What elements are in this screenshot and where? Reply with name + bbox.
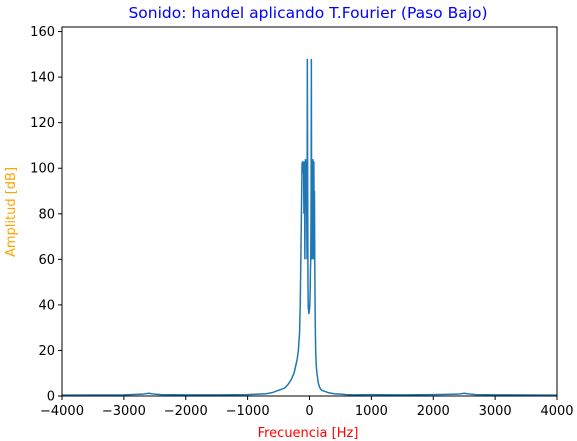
y-tick-label: 160 (30, 25, 55, 40)
y-tick-label: 40 (38, 298, 55, 313)
chart-title: Sonido: handel aplicando T.Fourier (Paso… (128, 4, 487, 22)
x-tick-label: −2000 (164, 404, 208, 419)
x-tick-label: 3000 (479, 404, 512, 419)
y-tick-label: 120 (30, 116, 55, 131)
axes-frame (62, 27, 557, 396)
series-line (62, 59, 557, 395)
x-tick-label: 1000 (355, 404, 388, 419)
y-tick-label: 100 (30, 162, 55, 177)
y-tick-label: 140 (30, 71, 55, 86)
y-tick-label: 20 (38, 344, 55, 359)
y-axis: 0 20 40 60 80 100 120 140 160 (30, 25, 62, 404)
y-tick-label: 0 (47, 390, 55, 405)
x-axis: −4000 −3000 −2000 −1000 0 1000 2000 3000 4000 (40, 396, 574, 419)
x-tick-label: 4000 (540, 404, 573, 419)
x-tick-label: −1000 (226, 404, 270, 419)
x-tick-label: −4000 (40, 404, 84, 419)
plot-area (62, 59, 557, 395)
y-tick-label: 60 (38, 253, 55, 268)
x-axis-label: Frecuencia [Hz] (258, 426, 359, 441)
x-tick-label: 2000 (417, 404, 450, 419)
y-axis-label: Amplitud [dB] (4, 167, 19, 257)
x-tick-label: −3000 (102, 404, 146, 419)
x-tick-label: 0 (305, 404, 313, 419)
y-tick-label: 80 (38, 207, 55, 222)
